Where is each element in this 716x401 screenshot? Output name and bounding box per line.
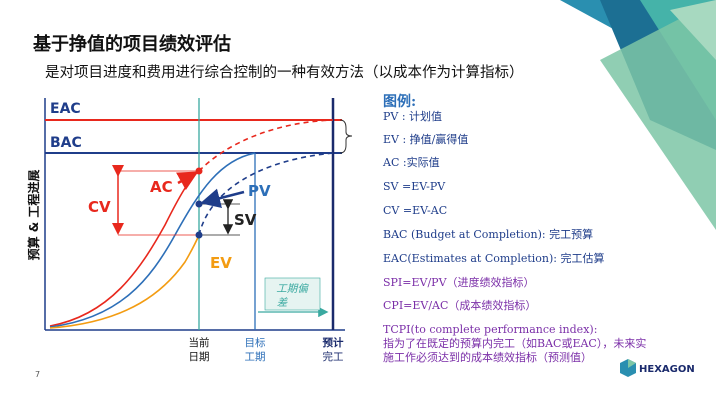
ev-label: EV (210, 254, 232, 272)
legend-item: SV =EV-PV (383, 180, 446, 193)
x-label: 日期 (189, 351, 210, 363)
variance-box (264, 277, 321, 311)
legend-item: BAC (Budget at Completion): 完工预算 (383, 227, 593, 241)
legend-item: EV : 挣值/赢得值 (383, 132, 468, 146)
ac-label: AC (150, 178, 173, 196)
diagram (44, 98, 353, 331)
cv-label: CV (88, 198, 111, 216)
variance-label: 差 (277, 297, 289, 309)
logo: HEXAGON (620, 359, 695, 377)
pv-pointer (200, 188, 245, 208)
ac-point (195, 167, 203, 175)
tcpi-line: 施工作必须达到的成本绩效指标（预测值） (383, 350, 592, 364)
legend: 图例: PV : 计划值 EV : 挣值/赢得值 AC :实际值 SV =EV-PV C… (382, 93, 646, 364)
ev-point (195, 231, 203, 239)
diagram-labels: EAC BAC CV AC PV SV EV 预算 & 工程进展 (26, 101, 271, 272)
x-label: 工期 (245, 351, 266, 363)
x-label: 预计 (323, 336, 344, 349)
legend-title: 图例: (383, 93, 416, 110)
page-number: 7 (35, 370, 40, 379)
pv-label: PV (248, 182, 271, 200)
y-axis-label: 预算 & 工程进展 (26, 170, 41, 261)
ac-forecast (198, 119, 334, 172)
title: 基于挣值的项目绩效评估 (32, 33, 231, 55)
legend-item: AC :实际值 (382, 155, 440, 169)
tcpi-line: TCPI(to complete performance index): (383, 323, 597, 336)
x-label: 完工 (323, 350, 344, 363)
ac-pointer (176, 171, 199, 191)
eac-label: EAC (50, 101, 81, 117)
tcpi-line: 指为了在既定的预算内完工（如BAC或EAC），未来实 (383, 336, 646, 350)
decoration (560, 0, 716, 230)
legend-item: CV =EV-AC (383, 204, 447, 217)
ev-forecast (198, 152, 334, 236)
brace (339, 119, 353, 154)
variance-label: 工期偏 (276, 283, 309, 295)
legend-item: CPI=EV/AC（成本绩效指标） (383, 298, 536, 312)
legend-item: PV : 计划值 (383, 110, 442, 123)
ac-curve (49, 170, 200, 327)
x-label: 当前 (189, 336, 210, 349)
logo-text: HEXAGON (639, 364, 695, 375)
subtitle: 是对项目进度和费用进行综合控制的一种有效方法（以成本作为计算指标） (45, 64, 524, 81)
sv-label: SV (234, 211, 257, 229)
bac-label: BAC (50, 135, 82, 151)
cv-guides (118, 170, 199, 236)
pv-point (195, 200, 203, 208)
ev-curve (49, 234, 200, 329)
x-label: 目标 (245, 337, 266, 349)
legend-item: SPI=EV/PV（进度绩效指标） (383, 275, 535, 289)
legend-item: EAC(Estimates at Completion): 完工估算 (383, 251, 605, 265)
x-labels: 当前 日期 目标 工期 预计 完工 工期偏 差 (189, 283, 344, 363)
